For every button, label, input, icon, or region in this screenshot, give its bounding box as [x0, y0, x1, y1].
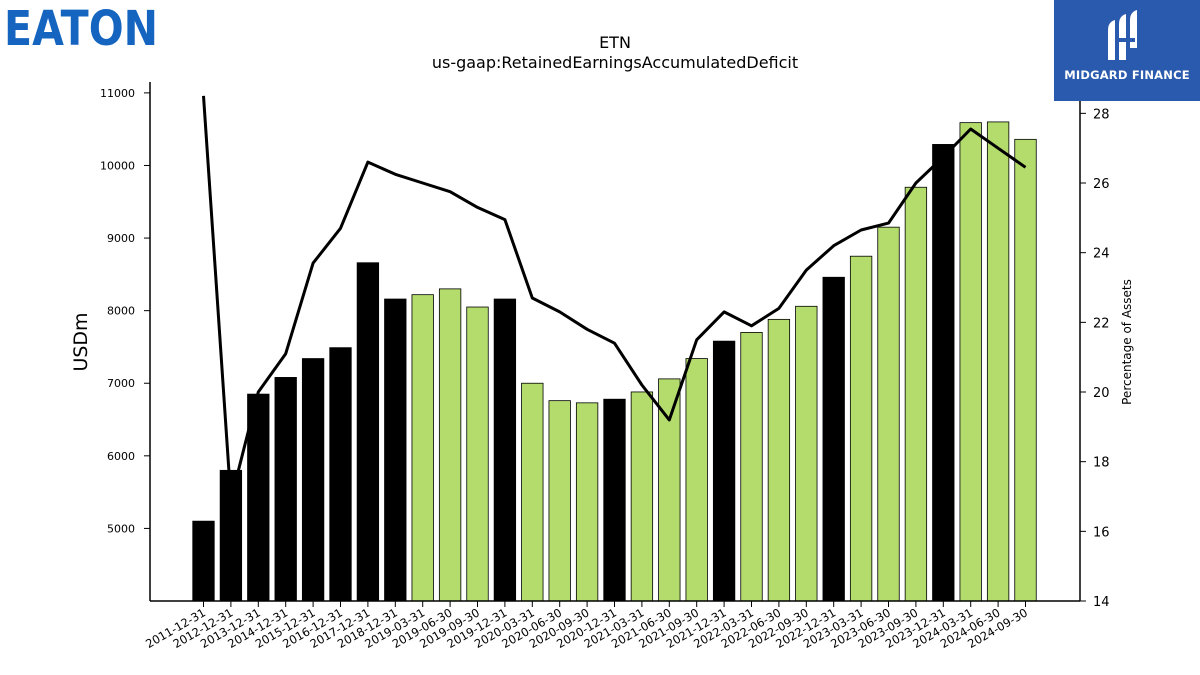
- bar-2023-06-30: [877, 226, 900, 602]
- bar-2019-03-31: [411, 294, 434, 602]
- midgard-finance-text: MIDGARD FINANCE: [1064, 68, 1190, 82]
- percentage-line: [202, 95, 1027, 502]
- y2-tick-label: 14: [1093, 595, 1110, 610]
- bar-2018-12-31: [384, 298, 407, 602]
- bars-layer: [192, 121, 1037, 602]
- bar-2023-03-31: [849, 255, 873, 602]
- y2-tick-label: 28: [1093, 107, 1110, 122]
- bar-2021-12-31: [712, 340, 736, 602]
- bar-2022-09-30: [795, 305, 818, 602]
- bar-2021-03-31: [630, 391, 654, 602]
- bar-2014-12-31: [274, 377, 297, 602]
- line-layer: [202, 95, 1027, 502]
- eaton-logo-mark: EATON: [4, 1, 160, 57]
- y-tick-label: 9000: [107, 232, 135, 245]
- y-axis-label: USDm: [70, 312, 92, 371]
- y-tick-label: 8000: [107, 305, 135, 318]
- y2-tick-label: 24: [1093, 247, 1110, 262]
- bar-2022-06-30: [767, 318, 791, 602]
- bar-2011-12-31: [192, 520, 215, 602]
- y-tick-label: 5000: [107, 522, 135, 535]
- bar-2024-09-30: [1014, 138, 1037, 602]
- y2-tick-label: 26: [1093, 177, 1110, 192]
- bar-2020-06-30: [548, 400, 571, 602]
- bar-2017-12-31: [356, 262, 380, 602]
- bar-2021-09-30: [685, 358, 708, 602]
- bar-2022-12-31: [822, 276, 845, 602]
- y2-tick-label: 16: [1093, 525, 1110, 540]
- eaton-logo: EATON: [4, 1, 160, 57]
- y2-axis-label: Percentage of Assets: [1120, 279, 1134, 405]
- bar-2015-12-31: [301, 358, 325, 602]
- y2-tick-label: 20: [1093, 386, 1110, 401]
- y2-tick-label: 22: [1093, 316, 1110, 331]
- chart-title: ETN: [599, 33, 631, 52]
- y-tick-label: 7000: [107, 377, 135, 390]
- y-tick-label: 6000: [107, 450, 135, 463]
- eaton-logo-text: EATON: [4, 4, 158, 48]
- y-tick-label: 10000: [100, 159, 135, 172]
- midgard-finance-watermark: MIDGARD FINANCE: [1054, 0, 1200, 101]
- bar-2023-12-31: [932, 144, 955, 602]
- midgard-logo-icon: [1108, 10, 1137, 60]
- y2-tick-label: 18: [1093, 456, 1110, 471]
- chart-subtitle: us-gaap:RetainedEarningsAccumulatedDefic…: [432, 53, 798, 72]
- bar-2016-12-31: [329, 347, 352, 602]
- bar-2019-09-30: [466, 306, 489, 602]
- bar-2022-03-31: [740, 332, 763, 602]
- bar-2024-06-30: [986, 121, 1010, 602]
- bar-2020-12-31: [603, 398, 626, 602]
- bar-2020-03-31: [521, 382, 544, 602]
- y-tick-label: 11000: [100, 87, 135, 100]
- bar-2023-09-30: [904, 186, 928, 602]
- bar-2024-03-31: [959, 122, 982, 602]
- bar-2019-06-30: [438, 288, 462, 602]
- bar-2019-12-31: [493, 298, 517, 602]
- bar-2020-09-30: [575, 402, 599, 602]
